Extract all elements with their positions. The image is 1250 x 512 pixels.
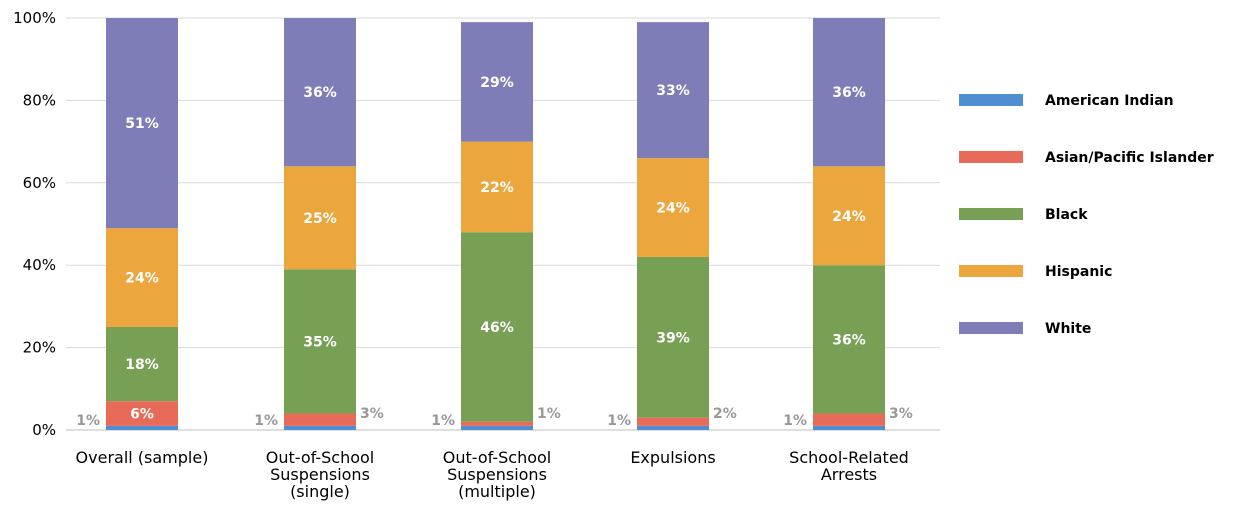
y-tick-label: 100% xyxy=(13,9,56,27)
data-label: 1% xyxy=(783,413,807,429)
bar-segment-hispanic xyxy=(106,228,178,327)
bar-segment-white xyxy=(284,18,356,167)
data-label: 2% xyxy=(713,406,737,422)
category-label: Arrests xyxy=(821,465,877,484)
data-label: 36% xyxy=(832,332,866,348)
category-label: (multiple) xyxy=(458,482,536,501)
category-label: Suspensions xyxy=(447,465,547,484)
data-label: 46% xyxy=(480,320,514,336)
data-label: 3% xyxy=(360,406,384,422)
data-label: 36% xyxy=(832,85,866,101)
legend-swatch xyxy=(959,265,1023,277)
data-label: 1% xyxy=(431,413,455,429)
bar-segment-american-indian xyxy=(813,425,885,430)
y-tick-label: 80% xyxy=(23,91,56,109)
bar-segment-white xyxy=(637,22,709,159)
bar-segment-black xyxy=(461,232,533,422)
legend-label: Asian/Pacific Islander xyxy=(1045,150,1214,166)
legend-swatch xyxy=(959,94,1023,106)
bar-segment-hispanic xyxy=(284,166,356,270)
category-label: (single) xyxy=(290,482,350,501)
bar-segment-asian-pacific-islander xyxy=(284,413,356,426)
bar-segment-hispanic xyxy=(637,158,709,257)
bar-segment-asian-pacific-islander xyxy=(461,421,533,426)
data-label: 24% xyxy=(832,209,866,225)
bar-segment-black xyxy=(637,256,709,418)
data-label: 1% xyxy=(254,413,278,429)
legend-label: American Indian xyxy=(1045,93,1174,109)
bar-segment-hispanic xyxy=(461,141,533,233)
bar-segment-white xyxy=(461,22,533,142)
data-label: 35% xyxy=(303,334,337,350)
y-tick-label: 40% xyxy=(23,256,56,274)
legend-label: Black xyxy=(1045,207,1088,223)
bar-segment-american-indian xyxy=(461,425,533,430)
data-label: 1% xyxy=(537,406,561,422)
legend-label: Hispanic xyxy=(1045,264,1112,280)
y-tick-label: 0% xyxy=(32,421,56,439)
data-label: 24% xyxy=(125,271,159,287)
category-label: Out-of-School xyxy=(443,448,552,467)
bar-segment-hispanic xyxy=(813,166,885,266)
category-label: Expulsions xyxy=(630,448,715,467)
bar-segment-american-indian xyxy=(106,425,178,430)
bar-segment-black xyxy=(284,269,356,414)
bar-segment-american-indian xyxy=(637,425,709,430)
y-tick-label: 20% xyxy=(23,339,56,357)
data-label: 22% xyxy=(480,180,514,196)
data-label: 29% xyxy=(480,75,514,91)
data-label: 39% xyxy=(656,330,690,346)
bar-segment-white xyxy=(813,18,885,167)
bar-segment-black xyxy=(106,327,178,402)
data-label: 18% xyxy=(125,357,159,373)
legend-swatch xyxy=(959,151,1023,163)
data-label: 1% xyxy=(76,413,100,429)
data-label: 1% xyxy=(607,413,631,429)
data-label: 3% xyxy=(889,406,913,422)
category-label: Suspensions xyxy=(270,465,370,484)
category-label: Overall (sample) xyxy=(76,448,209,467)
bar-segment-asian-pacific-islander xyxy=(637,417,709,426)
category-label: School-Related xyxy=(789,448,909,467)
y-tick-label: 60% xyxy=(23,174,56,192)
bar-segment-asian-pacific-islander xyxy=(106,401,178,426)
legend-swatch xyxy=(959,208,1023,220)
data-label: 6% xyxy=(130,407,154,423)
data-label: 33% xyxy=(656,83,690,99)
data-label: 51% xyxy=(125,116,159,132)
category-label: Out-of-School xyxy=(266,448,375,467)
bar-segment-american-indian xyxy=(284,425,356,430)
data-label: 25% xyxy=(303,211,337,227)
data-label: 24% xyxy=(656,201,690,217)
legend-swatch xyxy=(959,322,1023,334)
data-label: 36% xyxy=(303,85,337,101)
bar-segment-white xyxy=(106,18,178,229)
bar-segment-black xyxy=(813,265,885,414)
legend-label: White xyxy=(1045,321,1091,337)
bar-segment-asian-pacific-islander xyxy=(813,413,885,426)
